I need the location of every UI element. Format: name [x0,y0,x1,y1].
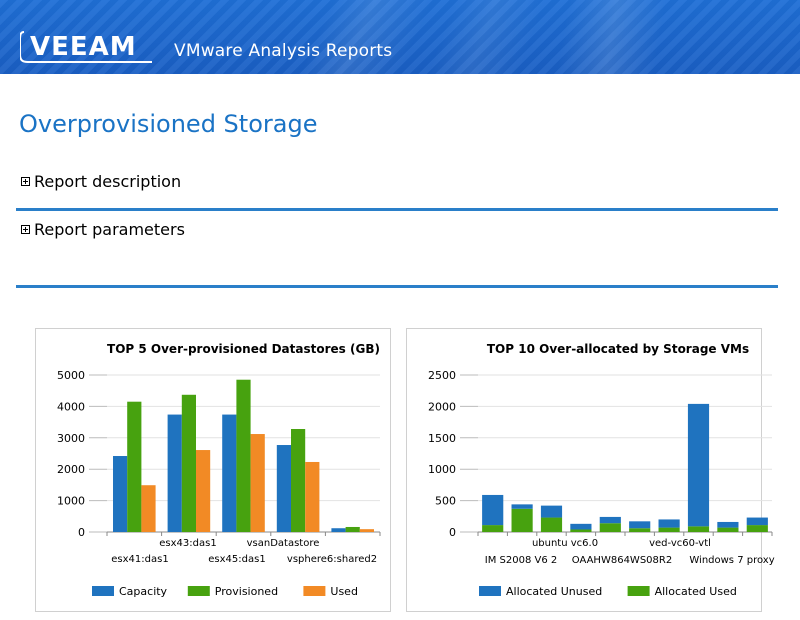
x-tick-label: Windows 7 proxy [689,555,774,566]
bar-allocated-used [570,529,592,532]
bar-allocated-used [482,525,504,532]
y-tick-label: 0 [78,526,85,539]
x-tick-label: esx43:das1 [159,538,216,549]
legend-label: Allocated Unused [506,585,602,598]
x-tick-label: ubuntu vc6.0 [532,538,598,549]
x-tick-label: OAAHW864WS08R2 [572,555,672,566]
y-tick-label: 1000 [57,495,85,508]
report-parameters-toggle[interactable]: Report parameters [21,220,185,239]
bar-allocated-unused [717,521,739,528]
bar-provisioned [345,526,360,532]
bar-provisioned [291,429,306,532]
bar-allocated-unused [658,519,680,528]
bar-capacity [113,456,128,532]
report-parameters-label: Report parameters [34,220,185,239]
bar-allocated-used [599,523,621,532]
bar-allocated-unused [540,505,563,518]
bar-allocated-used [629,528,651,532]
y-tick-label: 500 [435,495,456,508]
y-tick-label: 5000 [57,369,85,382]
bar-capacity [276,445,292,532]
legend-swatch [187,586,210,596]
x-tick-label: esx45:das1 [208,554,265,565]
bar-allocated-unused [687,403,710,527]
bar-allocated-used [746,525,768,532]
bar-allocated-used [717,527,739,532]
bar-capacity [222,414,237,532]
bar-allocated-unused [746,517,768,526]
report-description-label: Report description [34,172,182,191]
bar-allocated-unused [629,521,651,529]
bar-allocated-unused [599,516,621,524]
legend-label: Provisioned [215,585,278,598]
bar-provisioned [236,379,251,532]
bar-allocated-unused [482,494,504,526]
legend-label: Allocated Used [655,585,737,598]
datastores-chart: TOP 5 Over-provisioned Datastores (GB) 0 1… [57,342,381,598]
y-tick-label: 4000 [57,400,85,413]
y-tick-label: 1500 [428,432,456,445]
report-description-toggle[interactable]: Report description [21,172,181,191]
y-tick-label: 2000 [57,463,85,476]
y-tick-label: 2500 [428,369,456,382]
legend-swatch [303,586,326,596]
header-banner: VEEAM VMware Analysis Reports [0,0,800,74]
y-tick-label: 2000 [428,400,456,413]
legend-label: Used [330,585,358,598]
y-tick-label: 0 [449,526,456,539]
bar-allocated-used [658,527,680,532]
bar-provisioned [181,394,196,532]
bar-used [141,485,156,532]
bar-used [195,450,211,532]
x-tick-label: esx41:das1 [111,554,168,565]
section-divider [16,208,778,211]
bar-allocated-unused [570,523,592,530]
legend-swatch [92,586,114,596]
chart-title: TOP 10 Over-allocated by Storage VMs [487,342,749,356]
y-tick-label: 3000 [57,432,85,445]
x-tick-label: vsanDatastore [247,538,320,549]
chart-title: TOP 5 Over-provisioned Datastores (GB) [107,342,380,356]
storage-vms-chart: TOP 10 Over-allocated by Storage VMs 0 500… [428,342,775,598]
logo-text: VEEAM [30,32,137,62]
legend-swatch [627,586,650,596]
x-tick-label: IM S2008 V6 2 [485,555,557,566]
app-title: VMware Analysis Reports [174,41,393,61]
section-divider [16,285,778,288]
expand-plus-icon [21,225,30,234]
bar-used [250,434,265,532]
page-title: Overprovisioned Storage [19,110,318,138]
veeam-logo: VEEAM [20,31,152,63]
x-tick-label: vsphere6:shared2 [287,554,377,565]
datastores-chart-panel: TOP 5 Over-provisioned Datastores (GB) 0 1… [35,328,391,612]
y-tick-label: 1000 [428,463,456,476]
bar-allocated-used [687,526,710,532]
bar-allocated-used [540,517,563,532]
bar-used [305,461,320,532]
bar-used [359,529,374,532]
expand-plus-icon [21,177,30,186]
bar-allocated-unused [511,504,533,509]
bar-allocated-used [511,508,533,532]
bar-provisioned [127,401,142,532]
bar-capacity [167,414,182,532]
x-tick-label: ved-vc60-vtl [649,538,711,549]
legend-label: Capacity [119,585,168,598]
legend-swatch [479,586,501,596]
storage-vms-chart-panel: TOP 10 Over-allocated by Storage VMs 0 500… [406,328,775,612]
bar-capacity [331,528,346,532]
